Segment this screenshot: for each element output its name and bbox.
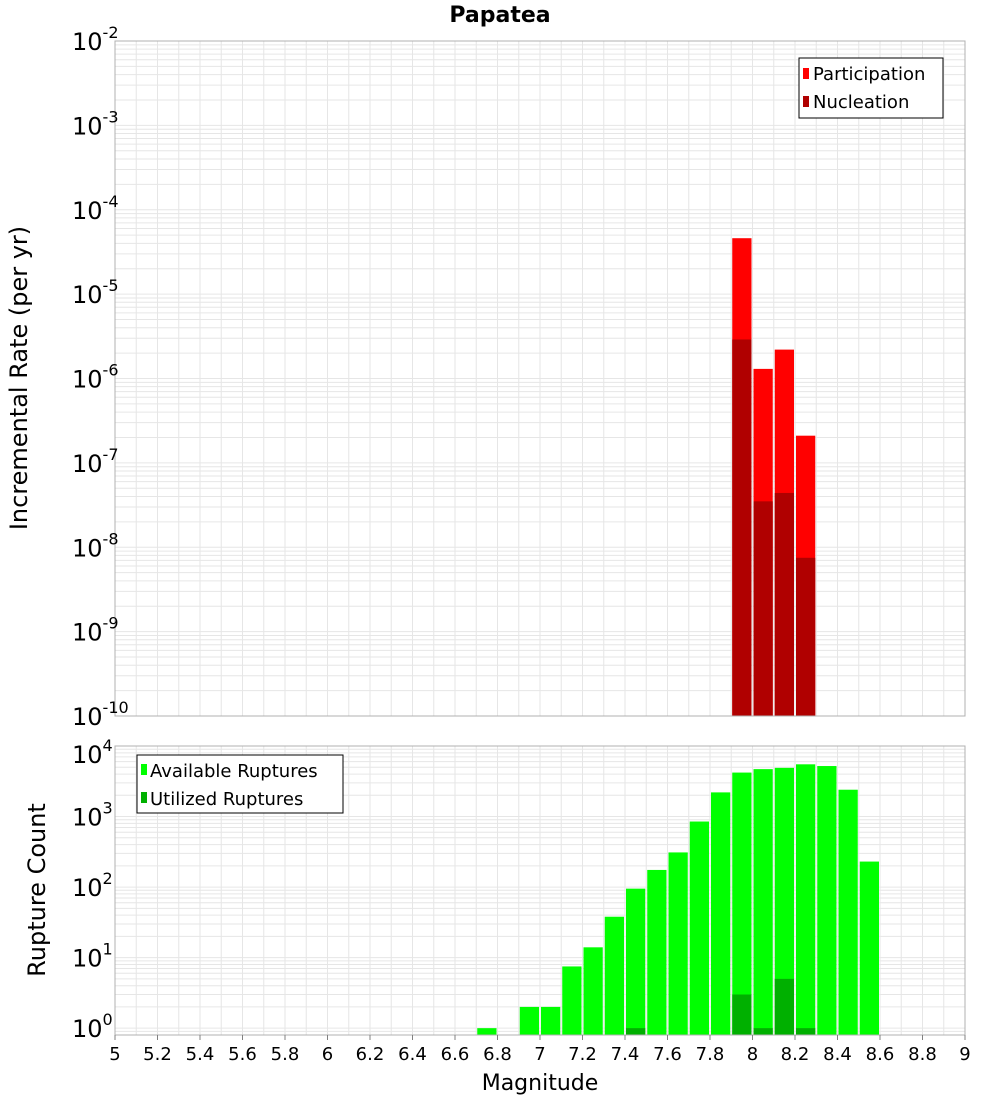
rate-panel-bars	[732, 238, 816, 716]
rate-panel-frame	[114, 40, 966, 717]
rupture-y-tick-label: 104	[72, 736, 113, 769]
rate-panel: 10-2 10-3 10-4 10-5 10-6 10-7 10-8 10-9 10-10 In…	[5, 23, 966, 731]
rate-y-tick-label: 10-4	[72, 192, 119, 225]
x-tick-label: 5.8	[271, 1044, 300, 1065]
x-tick-label: 6.6	[441, 1044, 470, 1065]
x-axis-label: Magnitude	[482, 1071, 599, 1096]
x-tick-label: 5	[109, 1044, 120, 1065]
available-ruptures-bar	[519, 1006, 539, 1035]
rate-panel-grid	[114, 40, 966, 717]
available-ruptures-bar	[668, 852, 688, 1035]
available-ruptures-bar	[838, 789, 858, 1035]
utilized-ruptures-bar	[626, 1028, 646, 1035]
rupture-legend-box	[136, 754, 344, 814]
x-tick-label: 5.4	[186, 1044, 215, 1065]
available-legend-label: Available Ruptures	[150, 761, 318, 782]
x-tick-label: 9	[959, 1044, 970, 1065]
magnitude-x-ticks: 5 5.2 5.4 5.6 5.8 6 6.2 6.4 6.6 6.8 7 7.2 7.4 7.6 7.8 8…	[109, 1035, 971, 1065]
x-tick-label: 7	[534, 1044, 545, 1065]
rate-y-tick-label: 10-5	[72, 276, 119, 309]
utilized-ruptures-bar	[732, 994, 752, 1035]
rate-y-tick-label: 10-6	[72, 361, 119, 394]
rupture-y-tick-label: 101	[72, 940, 113, 973]
rupture-legend: Available Ruptures Utilized Ruptures	[136, 754, 344, 814]
available-ruptures-bar	[732, 772, 752, 1035]
x-tick-label: 7.6	[653, 1044, 682, 1065]
rupture-y-tick-label: 102	[72, 869, 113, 902]
x-tick-label: 8	[747, 1044, 758, 1065]
x-tick-label: 8.2	[781, 1044, 810, 1065]
available-ruptures-bar	[774, 767, 794, 1035]
rate-y-tick-label: 10-2	[72, 23, 119, 56]
available-ruptures-bar	[541, 1006, 561, 1035]
chart-title: Papatea	[449, 3, 550, 28]
x-tick-label: 6.4	[398, 1044, 427, 1065]
participation-legend-label: Participation	[813, 64, 925, 85]
x-tick-label: 6.8	[483, 1044, 512, 1065]
rupture-count-panel: 104 103 102 101 100 5 5.2 5.4 5.6 5.8 6 6.2 6.4 6.6 6…	[23, 736, 971, 1096]
available-ruptures-bar	[583, 947, 603, 1035]
available-ruptures-bar	[626, 888, 646, 1035]
rate-y-tick-label: 10-9	[72, 614, 119, 647]
available-ruptures-bar	[753, 769, 773, 1035]
rate-y-tick-label: 10-7	[72, 445, 119, 478]
x-tick-label: 8.8	[908, 1044, 937, 1065]
utilized-legend-swatch	[141, 792, 147, 803]
x-tick-label: 7.2	[568, 1044, 597, 1065]
utilized-ruptures-bar	[774, 978, 794, 1035]
utilized-ruptures-bar	[796, 1028, 816, 1035]
available-ruptures-bar	[711, 792, 731, 1035]
rupture-y-tick-label: 100	[72, 1010, 113, 1043]
participation-legend-swatch	[803, 68, 809, 79]
rate-panel-y-ticks: 10-2 10-3 10-4 10-5 10-6 10-7 10-8 10-9 10-10	[72, 23, 129, 731]
x-tick-label: 7.4	[611, 1044, 640, 1065]
utilized-legend-label: Utilized Ruptures	[150, 789, 303, 810]
rate-legend-box	[798, 57, 944, 119]
available-legend-swatch	[141, 764, 147, 775]
x-tick-label: 8.6	[866, 1044, 895, 1065]
available-ruptures-bar	[562, 966, 582, 1035]
x-tick-label: 8.4	[823, 1044, 852, 1065]
available-ruptures-bar	[689, 821, 709, 1035]
x-tick-label: 5.2	[143, 1044, 172, 1065]
rupture-y-axis-label: Rupture Count	[23, 803, 51, 977]
nucleation-bar	[796, 557, 816, 716]
rate-y-tick-label: 10-8	[72, 529, 119, 562]
available-ruptures-bar	[477, 1028, 497, 1035]
available-ruptures-bar	[604, 916, 624, 1035]
nucleation-legend-label: Nucleation	[813, 92, 909, 113]
utilized-ruptures-bar	[753, 1028, 773, 1035]
nucleation-bar	[732, 339, 752, 716]
rupture-y-tick-label: 103	[72, 799, 113, 832]
rupture-panel-bars	[477, 764, 879, 1035]
x-tick-label: 6	[322, 1044, 333, 1065]
rate-y-tick-label: 10-3	[72, 107, 119, 140]
available-ruptures-bar	[647, 869, 667, 1035]
nucleation-bar	[753, 501, 773, 716]
x-tick-label: 7.8	[696, 1044, 725, 1065]
nucleation-bar	[774, 492, 794, 716]
rate-y-axis-label: Incremental Rate (per yr)	[5, 226, 33, 530]
x-tick-label: 6.2	[356, 1044, 385, 1065]
available-ruptures-bar	[859, 861, 879, 1035]
available-ruptures-bar	[796, 764, 816, 1035]
rate-legend: Participation Nucleation	[798, 57, 944, 119]
x-tick-label: 5.6	[228, 1044, 257, 1065]
nucleation-legend-swatch	[803, 96, 809, 107]
available-ruptures-bar	[817, 766, 837, 1035]
rate-y-tick-label: 10-10	[72, 698, 129, 731]
rupture-panel-y-ticks: 104 103 102 101 100	[72, 736, 113, 1043]
